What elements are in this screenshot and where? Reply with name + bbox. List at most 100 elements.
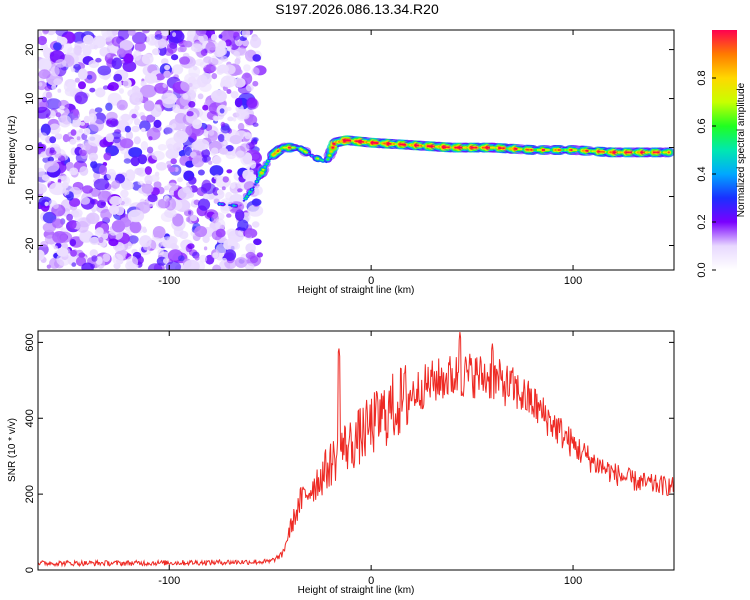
noise-speckle bbox=[42, 211, 57, 224]
noise-speckle bbox=[242, 152, 253, 165]
ridge-blob bbox=[518, 148, 522, 151]
noise-speckle bbox=[153, 119, 162, 128]
noise-speckle bbox=[82, 185, 93, 194]
noise-speckle bbox=[152, 48, 160, 56]
noise-speckle bbox=[155, 162, 168, 171]
ridge-blob bbox=[475, 146, 478, 149]
noise-speckle bbox=[112, 136, 121, 144]
noise-speckle bbox=[110, 118, 118, 127]
ridge-blob bbox=[496, 146, 499, 149]
noise-speckle bbox=[93, 178, 110, 191]
noise-speckle bbox=[221, 186, 226, 191]
ridge-blob bbox=[333, 142, 336, 145]
noise-speckle bbox=[222, 64, 236, 75]
noise-speckle bbox=[90, 263, 96, 269]
noise-speckle bbox=[125, 130, 134, 141]
noise-speckle bbox=[157, 144, 168, 151]
noise-speckle bbox=[215, 218, 226, 231]
noise-speckle bbox=[132, 31, 147, 45]
noise-speckle bbox=[205, 254, 215, 265]
noise-speckle bbox=[53, 78, 63, 86]
noise-speckle bbox=[172, 142, 183, 152]
noise-speckle bbox=[233, 68, 243, 76]
noise-speckle bbox=[218, 147, 229, 155]
ridge-blob bbox=[270, 155, 273, 158]
noise-speckle bbox=[52, 203, 59, 209]
noise-speckle bbox=[195, 30, 207, 37]
noise-speckle bbox=[197, 198, 211, 211]
noise-speckle bbox=[97, 190, 112, 202]
noise-speckle bbox=[95, 57, 102, 63]
noise-speckle bbox=[98, 236, 104, 244]
ridge-blob bbox=[257, 177, 260, 180]
noise-speckle bbox=[212, 264, 221, 270]
noise-speckle bbox=[38, 82, 43, 87]
noise-speckle bbox=[69, 109, 80, 121]
colorbar-tick-label: 0.2 bbox=[696, 214, 708, 229]
noise-speckle bbox=[123, 158, 132, 164]
noise-speckle bbox=[226, 169, 233, 174]
ridge-blob bbox=[249, 190, 252, 193]
noise-speckle bbox=[224, 39, 232, 47]
ridge-blob bbox=[667, 151, 670, 154]
ridge-blob bbox=[602, 150, 606, 153]
noise-speckle bbox=[111, 57, 123, 70]
noise-speckle bbox=[61, 182, 69, 189]
noise-speckle bbox=[111, 180, 120, 189]
noise-speckle bbox=[237, 122, 245, 131]
noise-speckle bbox=[38, 35, 47, 46]
ridge-blob bbox=[268, 157, 271, 160]
noise-speckle bbox=[201, 148, 211, 158]
noise-speckle-layer bbox=[38, 30, 267, 270]
noise-speckle bbox=[250, 36, 262, 49]
noise-speckle bbox=[141, 183, 154, 194]
noise-speckle bbox=[38, 58, 52, 72]
ridge-blob bbox=[581, 149, 585, 152]
noise-speckle bbox=[44, 201, 49, 207]
noise-speckle bbox=[40, 241, 49, 248]
x-tick-label: 100 bbox=[564, 575, 582, 587]
colorbar-tick-label: 0.4 bbox=[696, 166, 708, 181]
noise-speckle bbox=[150, 174, 160, 182]
ridge-blob bbox=[276, 150, 280, 153]
noise-speckle bbox=[120, 189, 129, 198]
noise-speckle bbox=[70, 68, 76, 73]
noise-speckle bbox=[83, 128, 91, 136]
noise-speckle bbox=[210, 65, 217, 72]
noise-speckle bbox=[126, 255, 139, 268]
noise-speckle bbox=[151, 150, 165, 161]
y-tick-label: -20 bbox=[24, 238, 36, 254]
noise-speckle bbox=[78, 128, 84, 134]
noise-speckle bbox=[170, 243, 178, 250]
snr-frame bbox=[37, 330, 675, 571]
noise-speckle bbox=[110, 230, 117, 236]
noise-speckle bbox=[168, 166, 176, 173]
noise-speckle bbox=[242, 169, 252, 180]
ridge-blob bbox=[239, 204, 242, 207]
ridge-blob bbox=[252, 186, 255, 189]
ridge-blob bbox=[635, 151, 638, 154]
noise-speckle bbox=[172, 64, 184, 75]
ridge-blob bbox=[325, 161, 328, 164]
noise-speckle bbox=[246, 97, 258, 109]
noise-speckle bbox=[95, 87, 106, 98]
noise-speckle bbox=[142, 30, 150, 34]
noise-speckle bbox=[137, 154, 148, 165]
noise-speckle bbox=[188, 176, 197, 185]
noise-speckle bbox=[233, 50, 240, 57]
noise-speckle bbox=[222, 141, 228, 145]
noise-speckle bbox=[205, 41, 216, 54]
noise-speckle bbox=[167, 30, 185, 44]
ridge-blob bbox=[242, 199, 246, 202]
noise-speckle bbox=[202, 193, 210, 200]
ridge-blob bbox=[260, 171, 263, 174]
noise-speckle bbox=[49, 182, 67, 196]
noise-speckle bbox=[226, 89, 232, 94]
noise-speckle bbox=[127, 209, 145, 223]
noise-speckle bbox=[111, 220, 126, 233]
noise-speckle bbox=[183, 259, 200, 270]
ridge-blob bbox=[258, 174, 262, 177]
noise-speckle bbox=[168, 190, 176, 196]
noise-speckle bbox=[140, 141, 149, 151]
